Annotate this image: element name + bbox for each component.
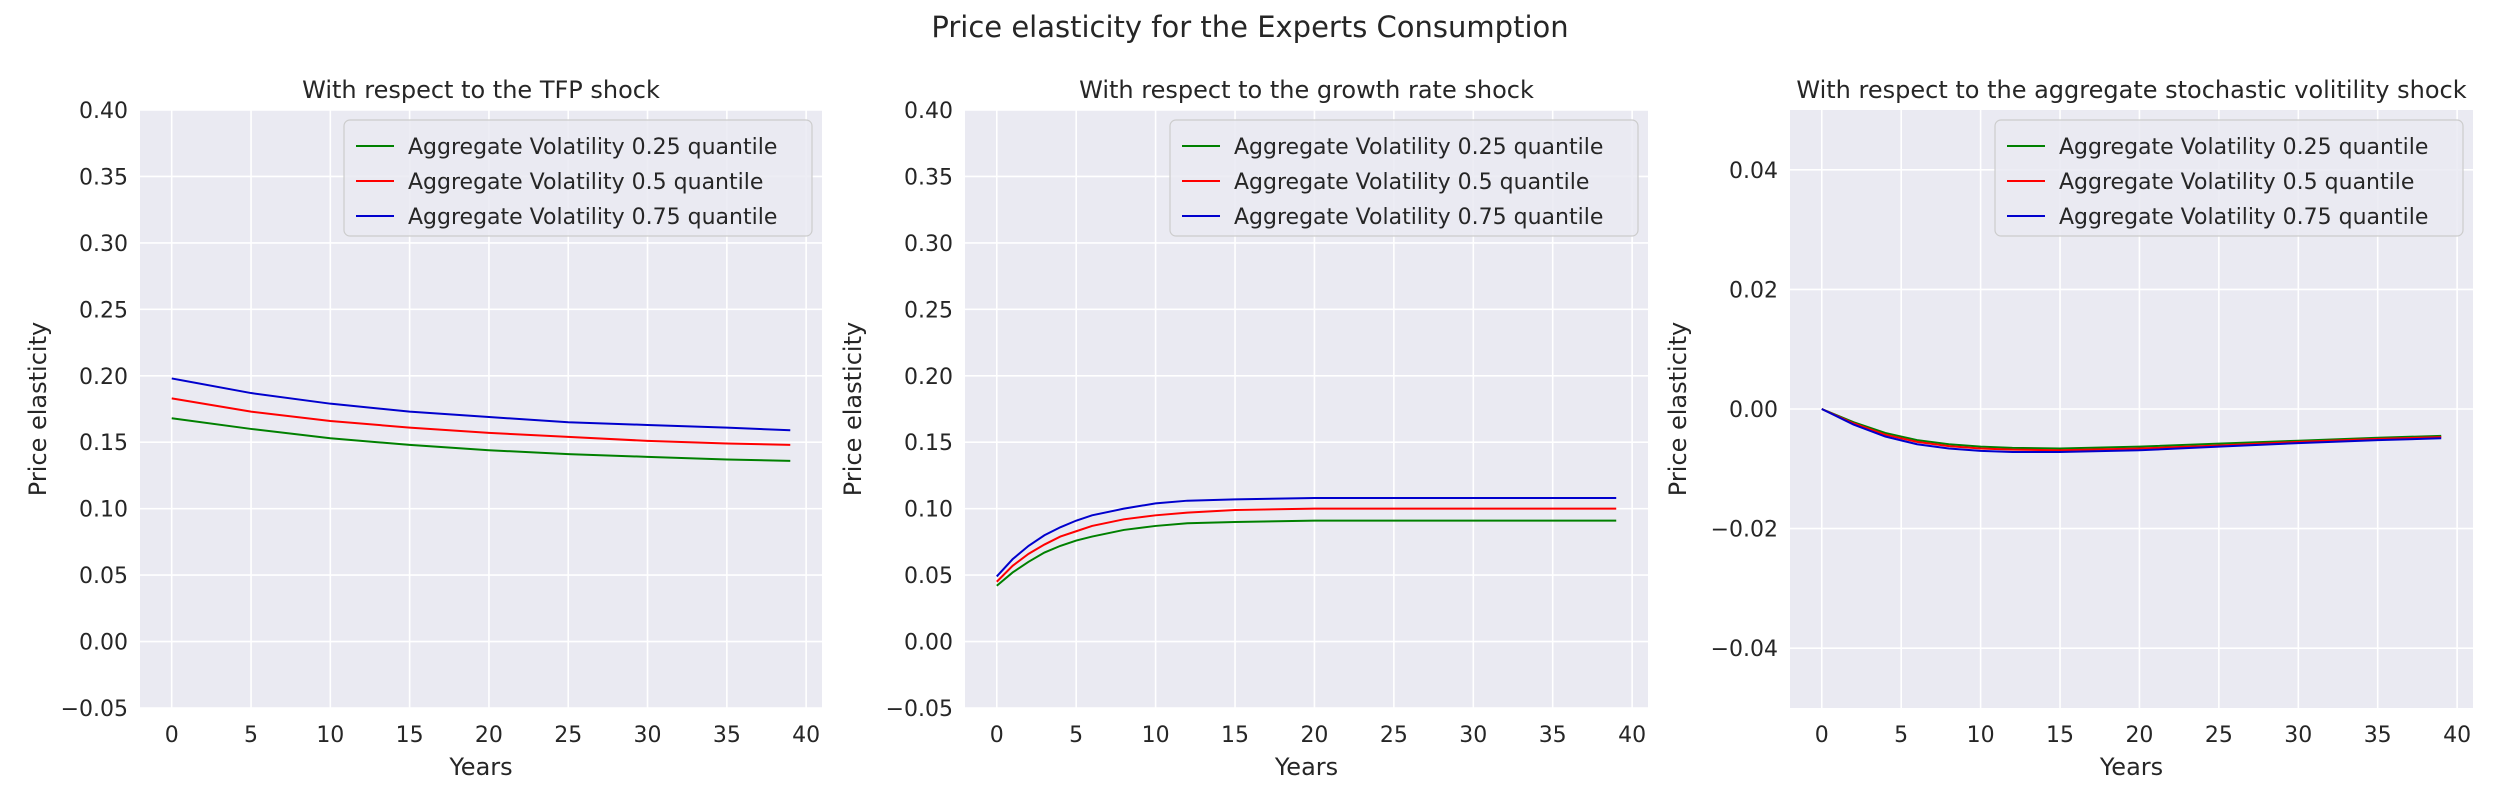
x-tick-label: 25	[1380, 723, 1408, 748]
legend-label: Aggregate Volatility 0.75 quantile	[1234, 205, 1603, 230]
x-tick-label: 30	[634, 723, 662, 748]
legend-box	[1169, 119, 1639, 237]
legend-label: Aggregate Volatility 0.75 quantile	[2059, 205, 2428, 230]
x-tick-label: 5	[1069, 723, 1083, 748]
subplot-title: With respect to the TFP shock	[302, 76, 660, 104]
y-tick-label: 0.10	[904, 498, 953, 523]
legend: Aggregate Volatility 0.25 quantile Aggreg…	[1169, 119, 1639, 237]
y-tick-label: 0.30	[904, 232, 953, 257]
x-tick-label: 30	[2284, 723, 2312, 748]
x-tick-label: 0	[165, 723, 179, 748]
y-tick-label: 0.25	[79, 298, 128, 323]
x-tick-label: 5	[244, 723, 258, 748]
x-tick-label: 15	[2046, 723, 2074, 748]
y-tick-label: 0.40	[79, 99, 128, 124]
y-tick-label: 0.05	[79, 564, 128, 589]
subplot-2: 0 5 10 15 20 25 30 35 40 −0.05 0.00 0.05 0.10 0.15 0.2…	[839, 76, 1648, 781]
x-tick-label: 5	[1894, 723, 1908, 748]
x-tick-label: 15	[396, 723, 424, 748]
x-tick-label: 25	[554, 723, 582, 748]
x-tick-label: 0	[990, 723, 1004, 748]
subplot-title: With respect to the growth rate shock	[1079, 76, 1534, 104]
y-tick-label: 0.35	[79, 165, 128, 190]
x-axis-label: Years	[2099, 753, 2163, 781]
y-tick-label: 0.40	[904, 99, 953, 124]
y-tick-label: 0.20	[904, 365, 953, 390]
y-tick-label: −0.05	[61, 697, 128, 722]
series-line-2	[171, 397, 791, 446]
legend-label: Aggregate Volatility 0.25 quantile	[1234, 135, 1603, 160]
y-axis-label: Price elasticity	[1664, 322, 1692, 496]
y-tick-label: −0.02	[1711, 518, 1778, 543]
x-axis-label: Years	[448, 753, 512, 781]
legend-label: Aggregate Volatility 0.5 quantile	[2059, 170, 2414, 195]
y-tick-label: 0.15	[79, 431, 128, 456]
y-tick-label: 0.10	[79, 498, 128, 523]
y-tick-label: 0.04	[1729, 159, 1778, 184]
x-tick-label: 0	[1815, 723, 1829, 748]
y-tick-label: 0.15	[904, 431, 953, 456]
x-tick-label: 20	[475, 723, 503, 748]
x-tick-label: 35	[713, 723, 741, 748]
series-line-1	[1821, 408, 2442, 450]
y-axis-label: Price elasticity	[839, 322, 867, 496]
y-tick-label: 0.20	[79, 365, 128, 390]
x-tick-label: 20	[2125, 723, 2153, 748]
x-tick-label: 10	[316, 723, 344, 748]
x-tick-label: 35	[2364, 723, 2392, 748]
y-tick-label: 0.00	[79, 631, 128, 656]
x-tick-label: 40	[792, 723, 820, 748]
legend-box	[1994, 119, 2464, 237]
series-line-2	[1821, 408, 2442, 452]
y-tick-label: −0.04	[1711, 637, 1778, 662]
x-tick-label: 20	[1300, 723, 1328, 748]
series-line-1	[171, 417, 791, 462]
legend-box	[343, 119, 813, 237]
series-line-3	[996, 497, 1617, 578]
x-tick-label: 35	[1539, 723, 1567, 748]
subplot-1: 0 5 10 15 20 25 30 35 40 −0.05 0.00 0.05 0.10 0.15 0.2…	[24, 76, 822, 781]
x-tick-label: 30	[1459, 723, 1487, 748]
y-tick-label: 0.00	[904, 631, 953, 656]
y-tick-label: 0.30	[79, 232, 128, 257]
subplot-title: With respect to the aggregate stochastic…	[1796, 76, 2466, 104]
x-tick-label: 25	[2205, 723, 2233, 748]
legend: Aggregate Volatility 0.25 quantile Aggreg…	[343, 119, 813, 237]
legend-label: Aggregate Volatility 0.5 quantile	[1234, 170, 1589, 195]
y-tick-label: 0.00	[1729, 398, 1778, 423]
x-axis-label: Years	[1274, 753, 1338, 781]
x-tick-label: 40	[2443, 723, 2471, 748]
series-line-3	[171, 377, 791, 432]
legend-label: Aggregate Volatility 0.25 quantile	[408, 135, 777, 160]
y-axis-label: Price elasticity	[24, 322, 52, 496]
x-tick-label: 10	[1142, 723, 1170, 748]
x-tick-label: 10	[1967, 723, 1995, 748]
legend-label: Aggregate Volatility 0.75 quantile	[408, 205, 777, 230]
y-tick-label: 0.02	[1729, 278, 1778, 303]
x-tick-label: 40	[1618, 723, 1646, 748]
legend-label: Aggregate Volatility 0.5 quantile	[408, 170, 763, 195]
legend-label: Aggregate Volatility 0.25 quantile	[2059, 135, 2428, 160]
series-line-2	[996, 507, 1617, 583]
y-tick-label: −0.05	[886, 697, 953, 722]
y-tick-label: 0.05	[904, 564, 953, 589]
y-tick-label: 0.35	[904, 165, 953, 190]
series-line-1	[996, 519, 1617, 587]
subplot-3: 0 5 10 15 20 25 30 35 40 −0.04 −0.02 0.00 0.02 0.04 Wi…	[1664, 76, 2473, 781]
figure-title: Price elasticity for the Experts Consump…	[931, 10, 1569, 44]
x-tick-label: 15	[1221, 723, 1249, 748]
y-tick-label: 0.25	[904, 298, 953, 323]
series-line-3	[1821, 408, 2442, 454]
legend: Aggregate Volatility 0.25 quantile Aggreg…	[1994, 119, 2464, 237]
